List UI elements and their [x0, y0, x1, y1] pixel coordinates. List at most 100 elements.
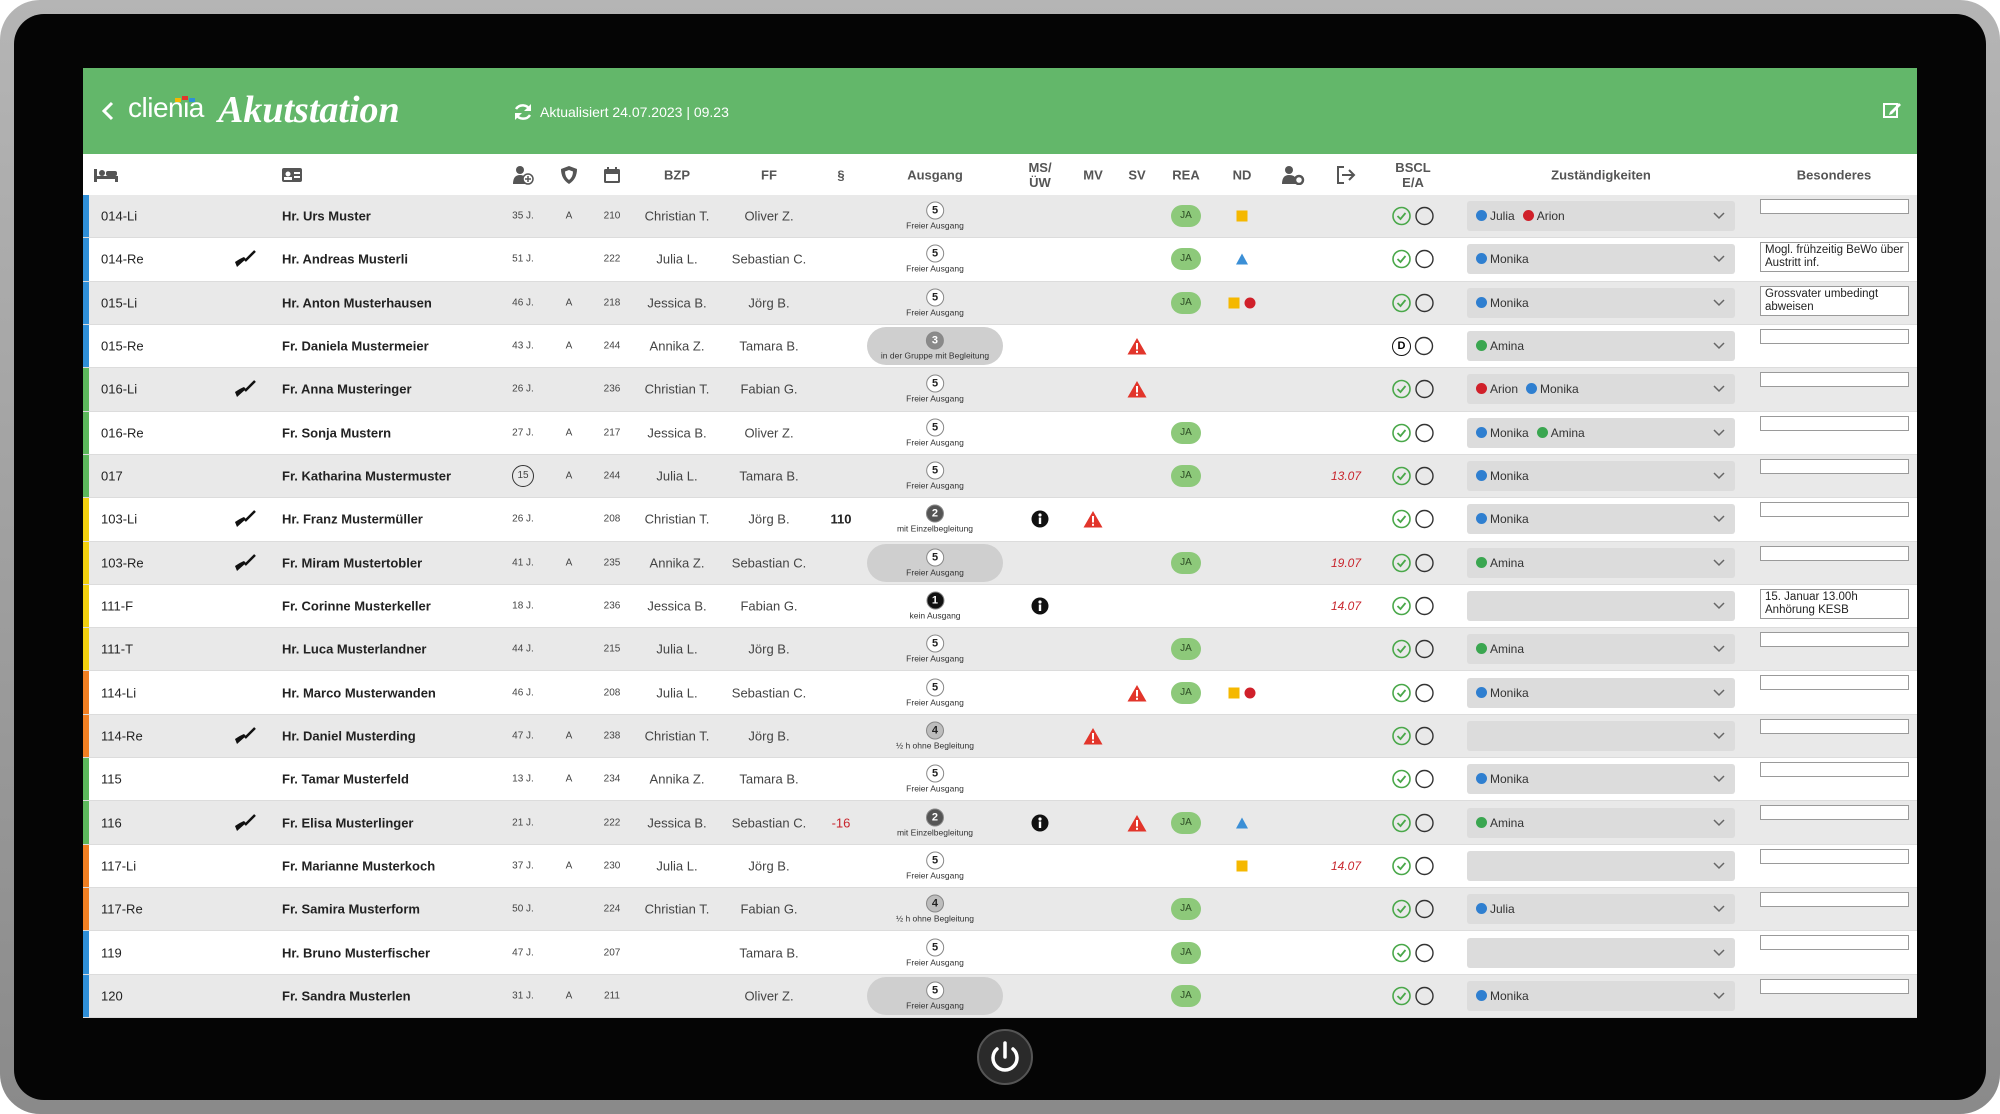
- note-field[interactable]: [1760, 545, 1909, 561]
- table-row[interactable]: 017 Fr. Katharina Mustermuster 15 A 244 Julia…: [83, 454, 1917, 499]
- room: 234: [603, 773, 621, 785]
- col-resp[interactable]: Zuständigkeiten: [1551, 167, 1651, 182]
- responsibility-dropdown[interactable]: [1467, 850, 1735, 881]
- note-field[interactable]: [1760, 805, 1909, 821]
- ausgang-text: Freier Ausgang: [906, 870, 964, 881]
- table-row[interactable]: 016-Li Fr. Anna Musteringer 26 J. 236 Christ…: [83, 368, 1917, 412]
- nd-icons: [1228, 686, 1257, 699]
- table-row[interactable]: 103-Li Hr. Franz Mustermüller 26 J. 208 Chri…: [83, 498, 1917, 542]
- note-field[interactable]: [1760, 632, 1909, 648]
- patient-name: Fr. Elisa Musterlinger: [282, 815, 414, 831]
- bed: 114-Li: [101, 685, 137, 701]
- table-row[interactable]: 119 Hr. Bruno Musterfischer 47 J. 207 Tamara…: [83, 931, 1917, 975]
- table-row[interactable]: 111-F Fr. Corinne Musterkeller 18 J. 236 Jes…: [83, 584, 1917, 629]
- cleaning-icon: [235, 510, 256, 528]
- note-field[interactable]: [1760, 675, 1909, 691]
- table-row[interactable]: 115 Fr. Tamar Musterfeld 13 J. A 234 Annika Z…: [83, 758, 1917, 802]
- table-row[interactable]: 114-Li Hr. Marco Musterwanden 46 J. 208 Juli…: [83, 671, 1917, 715]
- back-button[interactable]: [101, 100, 115, 122]
- bzp: Jessica B.: [647, 295, 707, 311]
- note-field[interactable]: [1760, 458, 1909, 474]
- note-field[interactable]: Mogl. frühzeitig BeWo über Austritt inf.: [1760, 242, 1909, 273]
- ff: Oliver Z.: [744, 425, 794, 441]
- col-mv[interactable]: MV: [1083, 167, 1103, 182]
- age: 41 J.: [512, 557, 534, 569]
- responsibility-dropdown[interactable]: Amina: [1467, 547, 1735, 578]
- ff: Fabian G.: [740, 901, 798, 917]
- table-row[interactable]: 120 Fr. Sandra Musterlen 31 J. A 211 Oliver Z…: [83, 974, 1917, 1018]
- responsibility-dropdown[interactable]: Monika: [1467, 461, 1735, 492]
- note-field[interactable]: [1760, 978, 1909, 994]
- note-field[interactable]: Grossvater umbedingt abweisen: [1760, 285, 1909, 316]
- col-nd[interactable]: ND: [1232, 167, 1252, 182]
- responsibility-dropdown[interactable]: Monika: [1467, 980, 1735, 1011]
- note-field[interactable]: [1760, 935, 1909, 951]
- ausgang-cell: 5 Freier Ausgang: [865, 543, 1005, 583]
- responsibility-dropdown[interactable]: Arion Monika: [1467, 374, 1735, 405]
- note-field[interactable]: [1760, 372, 1909, 388]
- note-field[interactable]: [1760, 848, 1909, 864]
- col-rea[interactable]: REA: [1172, 167, 1200, 182]
- note-field[interactable]: [1760, 892, 1909, 908]
- table-row[interactable]: 016-Re Fr. Sonja Mustern 27 J. A 217 Jessica …: [83, 411, 1917, 455]
- col-ms[interactable]: MS/ ÜW: [1028, 159, 1052, 190]
- rea-badge: JA: [1171, 941, 1201, 964]
- table-row[interactable]: 015-Li Hr. Anton Musterhausen 46 J. A 218 Jes…: [83, 281, 1917, 325]
- col-ff[interactable]: FF: [761, 167, 777, 182]
- ausgang-text: kein Ausgang: [909, 610, 961, 621]
- ausgang-text: Freier Ausgang: [906, 783, 964, 794]
- person-name: Monika: [1490, 425, 1529, 440]
- power-button[interactable]: [977, 1029, 1033, 1085]
- col-ausgang[interactable]: Ausgang: [907, 167, 963, 182]
- table-row[interactable]: 117-Li Fr. Marianne Musterkoch 37 J. A 230 Ju…: [83, 844, 1917, 889]
- responsibility-dropdown[interactable]: Monika: [1467, 244, 1735, 275]
- ausgang: 5 Freier Ausgang: [906, 981, 964, 1010]
- table-row[interactable]: 114-Re Hr. Daniel Musterding 47 J. A 238 Chri…: [83, 714, 1917, 759]
- ausgang: 5 Freier Ausgang: [906, 288, 964, 317]
- responsibility-dropdown[interactable]: [1467, 720, 1735, 751]
- note-field[interactable]: [1760, 502, 1909, 518]
- refresh-icon[interactable]: [512, 101, 534, 123]
- responsibility-dropdown[interactable]: Amina: [1467, 331, 1735, 362]
- col-sv[interactable]: SV: [1128, 167, 1146, 182]
- responsibility-dropdown[interactable]: Monika: [1467, 504, 1735, 535]
- logo-mark: [175, 96, 195, 102]
- responsibility-dropdown[interactable]: Amina: [1467, 807, 1735, 838]
- note-field[interactable]: [1760, 718, 1909, 734]
- responsibility-dropdown[interactable]: Monika: [1467, 764, 1735, 795]
- ausgang-text: Freier Ausgang: [906, 393, 964, 404]
- col-note[interactable]: Besonderes: [1796, 167, 1872, 182]
- table-row[interactable]: 116 Fr. Elisa Musterlinger 21 J. 222 Jessica…: [83, 801, 1917, 845]
- note-field[interactable]: [1760, 199, 1909, 214]
- ausgang-level: 5: [926, 548, 944, 567]
- responsible-person: Monika: [1476, 426, 1529, 440]
- person-name: Monika: [1490, 988, 1529, 1003]
- responsibility-dropdown[interactable]: [1467, 937, 1735, 968]
- chevron: [1713, 559, 1725, 566]
- bscl: [1392, 899, 1435, 919]
- responsibility-dropdown[interactable]: Julia Arion: [1467, 201, 1735, 232]
- person-name: Arion: [1536, 209, 1565, 224]
- col-para[interactable]: §: [837, 167, 845, 182]
- responsibility-dropdown[interactable]: Monika: [1467, 677, 1735, 708]
- table-row[interactable]: 103-Re Fr. Miram Mustertobler 41 J. A 235 Ann…: [83, 541, 1917, 585]
- note-field[interactable]: [1760, 415, 1909, 431]
- ausgang: 5 Freier Ausgang: [906, 851, 964, 880]
- ausgang-text: Freier Ausgang: [906, 1000, 964, 1011]
- table-row[interactable]: 111-T Hr. Luca Musterlandner 44 J. 215 Julia…: [83, 628, 1917, 672]
- responsibility-dropdown[interactable]: Monika Amina: [1467, 417, 1735, 448]
- table-row[interactable]: 014-Re Hr. Andreas Musterli 51 J. 222 Julia …: [83, 238, 1917, 282]
- responsibility-dropdown[interactable]: Amina: [1467, 634, 1735, 665]
- table-row[interactable]: 015-Re Fr. Daniela Mustermeier 43 J. A 244 An…: [83, 324, 1917, 369]
- col-bzp[interactable]: BZP: [664, 167, 690, 182]
- responsibility-dropdown[interactable]: Monika: [1467, 287, 1735, 318]
- note-field[interactable]: [1760, 762, 1909, 778]
- table-row[interactable]: 117-Re Fr. Samira Musterform 50 J. 224 Chris…: [83, 888, 1917, 932]
- table-row[interactable]: 014-Li Hr. Urs Muster 35 J. A 210 Christian T…: [83, 195, 1917, 239]
- responsibility-dropdown[interactable]: [1467, 590, 1735, 621]
- edit-button[interactable]: [1882, 100, 1902, 120]
- col-bscl[interactable]: BSCL E/A: [1395, 159, 1431, 190]
- note-field[interactable]: 15. Januar 13.00h Anhörung KESB: [1760, 588, 1909, 619]
- note-field[interactable]: [1760, 328, 1909, 344]
- responsibility-dropdown[interactable]: Julia: [1467, 894, 1735, 925]
